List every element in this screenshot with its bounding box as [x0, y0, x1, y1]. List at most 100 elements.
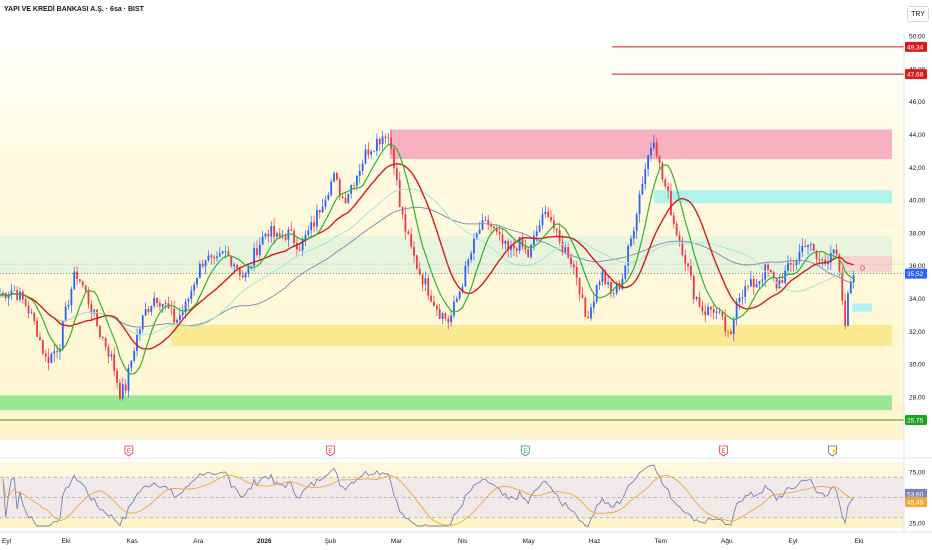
candle-body: [290, 229, 293, 231]
candle-body: [815, 250, 818, 259]
candle-body: [44, 353, 47, 357]
y-tick-label: 46,00: [909, 99, 926, 106]
candle-body: [144, 309, 147, 316]
candle-body: [555, 228, 558, 231]
candle-body: [244, 273, 247, 278]
candle-body: [612, 293, 615, 294]
candle-body: [498, 231, 501, 235]
candle-body: [233, 264, 236, 267]
candle-body: [490, 224, 492, 227]
candle-body: [550, 216, 552, 221]
candle-body: [316, 210, 318, 227]
dividend-marker[interactable]: [828, 445, 837, 457]
rsi-y-tick-label: 25,00: [909, 520, 926, 527]
candle-body: [521, 237, 524, 247]
candle-body: [178, 315, 181, 320]
candle-body: [772, 272, 775, 278]
candle-body: [321, 206, 324, 213]
candle-body: [567, 247, 570, 258]
candle-body: [749, 279, 752, 287]
candle-body: [307, 230, 310, 235]
candle-body: [141, 315, 144, 330]
candle-body: [727, 331, 729, 333]
candle-body: [610, 282, 612, 294]
candle-body: [652, 142, 655, 148]
candle-body: [681, 241, 684, 256]
marker-label-d: D: [860, 265, 865, 272]
candle-body: [444, 313, 447, 319]
candle-body: [87, 290, 90, 305]
candle-body: [133, 350, 136, 361]
candle-body: [344, 197, 347, 203]
candle-body: [415, 255, 418, 269]
y-tick-label: 30,00: [909, 362, 926, 369]
candle-body: [355, 175, 358, 186]
candle-body: [427, 278, 430, 296]
candle-body: [104, 337, 107, 347]
candle-body: [484, 219, 487, 221]
candle-body: [127, 367, 130, 391]
candle-body: [270, 225, 273, 237]
earnings-marker-3[interactable]: [719, 445, 728, 457]
currency-button[interactable]: TRY: [907, 6, 929, 22]
candle-body: [390, 137, 393, 149]
candle-body: [393, 148, 395, 169]
candle-body: [19, 291, 21, 300]
earnings-marker-0[interactable]: [124, 445, 134, 457]
candle-body: [253, 248, 256, 266]
level-price-label-2: 25,75: [907, 417, 924, 424]
x-tick-label: Şub: [325, 538, 337, 545]
candle-body: [158, 303, 161, 307]
candle-body: [150, 305, 153, 312]
candle-body: [207, 255, 210, 261]
candle-body: [707, 306, 709, 316]
x-tick-label: Mar: [391, 538, 403, 545]
rsi-signal-badge: [905, 497, 927, 508]
ma-fast-line: [0, 143, 854, 375]
candle-body: [538, 225, 541, 232]
candle-body: [710, 306, 712, 310]
candle-body: [10, 290, 13, 295]
candle-body: [70, 289, 73, 306]
candle-body: [281, 236, 284, 238]
candle-body: [675, 223, 678, 236]
candle-body: [441, 313, 444, 319]
candle-body: [598, 281, 601, 286]
candle-body: [678, 235, 681, 242]
y-tick-label: 40,00: [909, 198, 926, 205]
candle-body: [113, 354, 116, 371]
earnings-marker-1[interactable]: [325, 445, 335, 457]
candle-body: [672, 215, 675, 224]
candle-body: [413, 246, 415, 256]
candle-body: [30, 312, 33, 314]
candle-body: [410, 234, 413, 247]
candle-body: [724, 316, 727, 332]
small-zone-cyan: [852, 303, 873, 312]
candle-body: [695, 297, 698, 299]
candle-body: [473, 238, 475, 254]
candle-body: [475, 233, 478, 239]
candle-body: [247, 265, 250, 274]
candle-body: [632, 230, 635, 239]
candle-body: [501, 234, 504, 244]
candle-body: [684, 255, 687, 264]
rsi-value-badge: [905, 488, 927, 499]
candle-body: [33, 312, 36, 321]
candle-body: [732, 318, 735, 335]
candle-body: [744, 286, 747, 297]
ma-light-line: [0, 188, 854, 336]
candle-body: [535, 231, 538, 236]
rsi-signal-line: [2, 474, 854, 526]
candle-body: [204, 260, 207, 267]
candle-body: [41, 340, 44, 354]
candle-body: [435, 305, 438, 310]
y-tick-label: 38,00: [909, 230, 926, 237]
candle-body: [530, 244, 532, 257]
candle-body: [258, 244, 261, 256]
candle-body: [267, 233, 270, 237]
candle-body: [507, 240, 510, 250]
candle-body: [852, 275, 855, 283]
candle-body: [187, 298, 190, 302]
earnings-marker-2[interactable]: [520, 445, 530, 457]
